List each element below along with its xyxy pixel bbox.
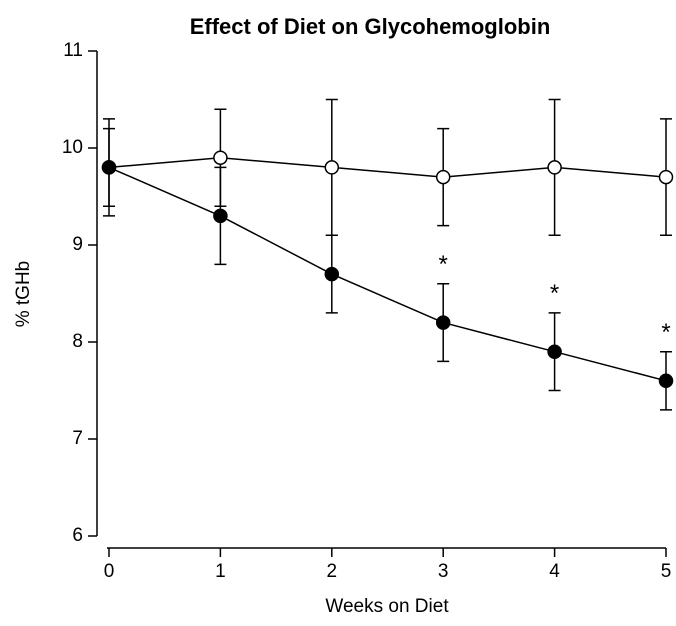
y-tick-label: 6 xyxy=(72,525,83,546)
marker xyxy=(547,160,562,175)
marker xyxy=(435,169,451,185)
marker xyxy=(547,344,562,359)
x-tick-label: 4 xyxy=(549,561,560,582)
y-axis-label: % tGHb xyxy=(13,261,34,328)
marker xyxy=(324,266,340,282)
y-tick-label: 10 xyxy=(62,137,83,158)
chart-title: Effect of Diet on Glycohemoglobin xyxy=(190,14,551,39)
marker xyxy=(658,169,674,185)
annotation: * xyxy=(661,319,670,346)
marker xyxy=(213,150,228,165)
series-line xyxy=(108,156,667,178)
series-line xyxy=(108,166,667,382)
y-tick-label: 7 xyxy=(72,428,83,449)
marker xyxy=(658,373,674,389)
y-tick-label: 9 xyxy=(72,234,83,255)
x-tick-label: 5 xyxy=(661,561,672,582)
x-tick-label: 0 xyxy=(104,561,115,582)
annotation: * xyxy=(439,251,448,278)
marker xyxy=(324,160,340,175)
x-tick-label: 3 xyxy=(438,561,449,582)
y-tick-label: 8 xyxy=(72,331,83,352)
y-tick-label: 11 xyxy=(63,40,83,61)
marker xyxy=(101,160,117,175)
annotation: * xyxy=(550,280,559,307)
x-tick-label: 2 xyxy=(327,561,338,582)
x-tick-label: 1 xyxy=(215,561,226,582)
x-axis-label: Weeks on Diet xyxy=(325,596,449,617)
marker xyxy=(213,208,228,224)
marker xyxy=(435,315,451,330)
